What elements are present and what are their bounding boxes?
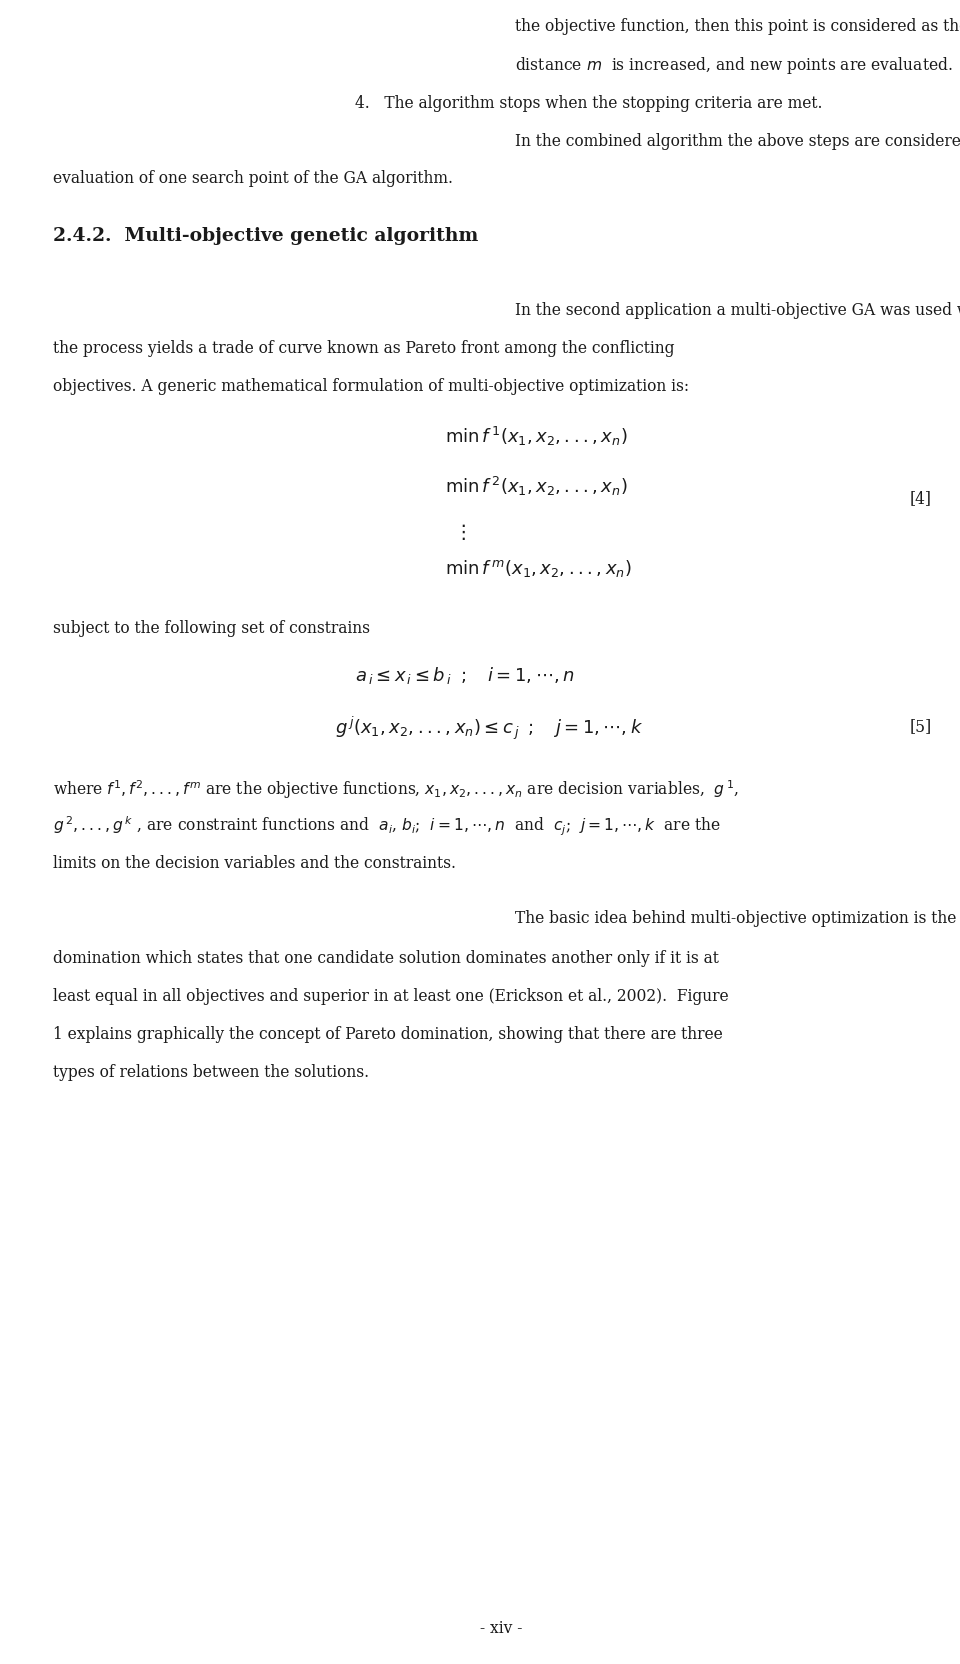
Text: distance $m$  is increased, and new points are evaluated.: distance $m$ is increased, and new point… — [515, 55, 953, 77]
Text: [4]: [4] — [910, 489, 932, 508]
Text: - xiv -: - xiv - — [480, 1619, 522, 1636]
Text: $\mathrm{min}\,f^{\,m}(x_1,x_2,...,x_n)$: $\mathrm{min}\,f^{\,m}(x_1,x_2,...,x_n)$ — [445, 557, 632, 579]
Text: limits on the decision variables and the constraints.: limits on the decision variables and the… — [53, 855, 456, 872]
Text: objectives. A generic mathematical formulation of multi-objective optimization i: objectives. A generic mathematical formu… — [53, 378, 689, 394]
Text: where $f^1,f^2,...,f^m$ are the objective functions, $x_1, x_2,...,x_n$ are deci: where $f^1,f^2,...,f^m$ are the objectiv… — [53, 777, 739, 800]
Text: evaluation of one search point of the GA algorithm.: evaluation of one search point of the GA… — [53, 170, 453, 186]
Text: [5]: [5] — [910, 717, 932, 734]
Text: $g^{\,j}(x_1,x_2,...,x_n) \leq c_{\,j}\;\;; \quad j=1,\cdots,k$: $g^{\,j}(x_1,x_2,...,x_n) \leq c_{\,j}\;… — [335, 714, 643, 742]
Text: 1 explains graphically the concept of Pareto domination, showing that there are : 1 explains graphically the concept of Pa… — [53, 1025, 723, 1042]
Text: In the second application a multi-objective GA was used which at the end of: In the second application a multi-object… — [515, 301, 960, 319]
Text: $\mathrm{min}\,f^{\,1}(x_1,x_2,...,x_n)$: $\mathrm{min}\,f^{\,1}(x_1,x_2,...,x_n)$ — [445, 424, 628, 448]
Text: The basic idea behind multi-objective optimization is the concept of Pareto: The basic idea behind multi-objective op… — [515, 910, 960, 927]
Text: $\vdots$: $\vdots$ — [453, 522, 466, 542]
Text: In the combined algorithm the above steps are considered as one function: In the combined algorithm the above step… — [515, 133, 960, 150]
Text: least equal in all objectives and superior in at least one (Erickson et al., 200: least equal in all objectives and superi… — [53, 987, 729, 1005]
Text: subject to the following set of constrains: subject to the following set of constrai… — [53, 619, 370, 637]
Text: types of relations between the solutions.: types of relations between the solutions… — [53, 1063, 370, 1080]
Text: $\mathrm{min}\,f^{\,2}(x_1,x_2,...,x_n)$: $\mathrm{min}\,f^{\,2}(x_1,x_2,...,x_n)$ — [445, 474, 628, 498]
Text: $g^{\,2},..., g^{\,k}$ , are constraint functions and  $a_i$, $b_i$;  $i=1,\cdot: $g^{\,2},..., g^{\,k}$ , are constraint … — [53, 814, 721, 837]
Text: the objective function, then this point is considered as the new initial point, : the objective function, then this point … — [515, 18, 960, 35]
Text: 2.4.2.  Multi-objective genetic algorithm: 2.4.2. Multi-objective genetic algorithm — [53, 226, 478, 245]
Text: 4.   The algorithm stops when the stopping criteria are met.: 4. The algorithm stops when the stopping… — [355, 95, 823, 111]
Text: the process yields a trade of curve known as Pareto front among the conflicting: the process yields a trade of curve know… — [53, 339, 675, 356]
Text: $a_{\,i} \leq x_{\,i} \leq b_{\,i}\;\;; \quad i=1,\cdots,n$: $a_{\,i} \leq x_{\,i} \leq b_{\,i}\;\;; … — [355, 664, 574, 686]
Text: domination which states that one candidate solution dominates another only if it: domination which states that one candida… — [53, 950, 719, 967]
